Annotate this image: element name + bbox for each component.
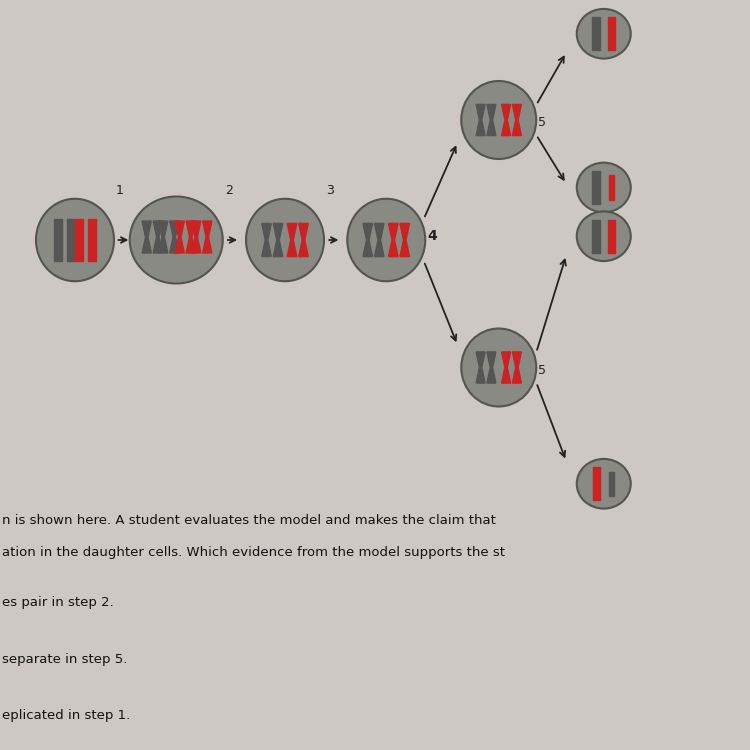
Ellipse shape xyxy=(36,199,114,281)
Ellipse shape xyxy=(577,211,631,261)
Polygon shape xyxy=(487,104,496,136)
Polygon shape xyxy=(502,104,511,136)
Ellipse shape xyxy=(461,81,536,159)
Polygon shape xyxy=(512,352,521,383)
Polygon shape xyxy=(592,171,601,204)
Polygon shape xyxy=(153,221,163,253)
Polygon shape xyxy=(608,220,615,253)
Polygon shape xyxy=(363,224,373,256)
Polygon shape xyxy=(400,224,410,256)
Text: 2: 2 xyxy=(225,184,232,196)
Polygon shape xyxy=(476,104,485,136)
Polygon shape xyxy=(202,221,212,253)
Text: 3: 3 xyxy=(326,184,334,196)
Polygon shape xyxy=(502,352,511,383)
Polygon shape xyxy=(608,17,615,50)
Polygon shape xyxy=(298,224,308,256)
Ellipse shape xyxy=(130,196,223,284)
Polygon shape xyxy=(67,219,75,261)
Polygon shape xyxy=(88,219,96,261)
Polygon shape xyxy=(609,472,613,496)
Text: 5: 5 xyxy=(538,364,546,376)
Polygon shape xyxy=(592,220,601,253)
Polygon shape xyxy=(142,221,152,253)
Ellipse shape xyxy=(461,328,536,406)
Polygon shape xyxy=(191,221,201,253)
Polygon shape xyxy=(609,176,613,200)
Polygon shape xyxy=(487,352,496,383)
Text: separate in step 5.: separate in step 5. xyxy=(2,652,127,665)
Ellipse shape xyxy=(577,163,631,212)
Ellipse shape xyxy=(246,199,324,281)
Text: 4: 4 xyxy=(427,229,437,243)
Polygon shape xyxy=(512,104,521,136)
Polygon shape xyxy=(158,221,168,253)
Polygon shape xyxy=(262,224,272,256)
Polygon shape xyxy=(374,224,384,256)
Ellipse shape xyxy=(347,199,425,281)
Polygon shape xyxy=(388,224,398,256)
Polygon shape xyxy=(273,224,283,256)
Ellipse shape xyxy=(577,9,631,58)
Polygon shape xyxy=(170,221,179,253)
Polygon shape xyxy=(287,224,297,256)
Text: es pair in step 2.: es pair in step 2. xyxy=(2,596,113,609)
Ellipse shape xyxy=(577,459,631,509)
Polygon shape xyxy=(476,352,485,383)
Polygon shape xyxy=(592,467,600,500)
Text: eplicated in step 1.: eplicated in step 1. xyxy=(2,709,130,722)
Text: 1: 1 xyxy=(116,184,123,196)
Polygon shape xyxy=(54,219,62,261)
Text: 5: 5 xyxy=(538,116,546,129)
Text: ation in the daughter cells. Which evidence from the model supports the st: ation in the daughter cells. Which evide… xyxy=(2,546,505,559)
Polygon shape xyxy=(175,221,184,253)
Polygon shape xyxy=(592,17,601,50)
Polygon shape xyxy=(186,221,196,253)
Text: n is shown here. A student evaluates the model and makes the claim that: n is shown here. A student evaluates the… xyxy=(2,514,495,526)
Polygon shape xyxy=(75,219,83,261)
